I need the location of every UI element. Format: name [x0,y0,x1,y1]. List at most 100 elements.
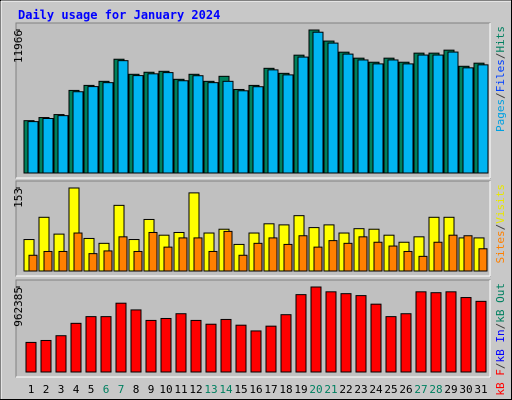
x-tick-label: 2 [43,383,50,396]
legend-separator: / [494,363,507,370]
bar [115,302,127,373]
bar [85,316,97,373]
bar [328,240,338,272]
bar [25,341,37,373]
bar [163,246,173,272]
x-tick-label: 27 [414,383,427,396]
bar [282,74,294,174]
bar [205,323,217,373]
bar [103,250,113,272]
x-tick-label: 6 [103,383,110,396]
bar [118,236,128,272]
legend-separator: / [494,323,507,330]
bar [460,297,472,373]
bar [342,53,354,174]
bar [208,250,218,272]
bar [252,86,264,174]
x-tick-label: 21 [324,383,337,396]
y-tick-label: 153 [12,188,25,208]
bar [297,56,309,174]
bar [462,67,474,174]
x-tick-label: 15 [234,383,247,396]
bar [133,250,143,272]
x-tick-label: 10 [159,383,172,396]
bar [325,291,337,373]
bar [478,248,488,272]
x-tick-label: 16 [249,383,262,396]
legend-entry: kB In [494,329,507,362]
bar [355,295,367,373]
bar [447,51,459,174]
x-tick-label: 19 [294,383,307,396]
bar [57,115,69,174]
legend-separator: / [494,53,507,60]
legend-separator: / [494,92,507,99]
bar [145,319,157,373]
x-tick-label: 24 [369,383,383,396]
bar [193,237,203,272]
bar [402,63,414,174]
bar [102,82,114,174]
bar [340,293,352,373]
bar [175,313,187,373]
legend-entry: kB F [494,369,507,396]
x-tick-label: 12 [189,383,202,396]
legend: kB F/kB In/kB Out [494,283,507,396]
y-tick-label: 11966 [12,30,25,63]
bar [418,255,428,272]
bar [372,63,384,174]
legend-entry: Files [494,59,507,92]
bar [27,121,39,174]
x-tick-label: 26 [399,383,412,396]
bar [207,82,219,174]
y-tick-label: 962385 [12,287,25,327]
bar [432,54,444,174]
bar [222,80,234,174]
legend-entry: kB Out [494,283,507,323]
x-tick-label: 7 [118,383,125,396]
bar [28,254,38,272]
x-tick-label: 11 [174,383,187,396]
bar [388,245,398,272]
legend-separator: / [494,224,507,231]
x-tick-label: 25 [384,383,397,396]
bar [192,75,204,174]
x-tick-label: 13 [204,383,217,396]
bar [87,86,99,174]
bar [58,250,68,272]
x-tick-label: 4 [73,383,80,396]
bar [73,232,83,272]
x-tick-label: 14 [219,383,233,396]
bar [72,91,84,174]
bar [253,242,263,272]
x-tick-label: 3 [58,383,65,396]
bar [298,235,308,272]
bar [463,235,473,272]
bar [343,242,353,272]
bar [235,324,247,373]
x-tick-label: 8 [133,383,140,396]
bar [445,291,457,373]
bar [223,230,233,272]
x-tick-label: 28 [429,383,442,396]
bar [220,318,232,373]
legend-entry: Hits [494,26,507,53]
bar [55,335,67,373]
bar [312,31,324,174]
bar [117,60,129,174]
bar [430,292,442,373]
bar [162,72,174,174]
bar [265,325,277,373]
bar [177,80,189,174]
x-tick-label: 31 [474,383,487,396]
bar [40,339,52,373]
bar [147,73,159,174]
bar [42,118,54,174]
bar [160,317,172,373]
bar [358,236,368,272]
bar [370,303,382,373]
x-tick-label: 22 [339,383,352,396]
x-tick-label: 29 [444,383,457,396]
bar [400,313,412,373]
